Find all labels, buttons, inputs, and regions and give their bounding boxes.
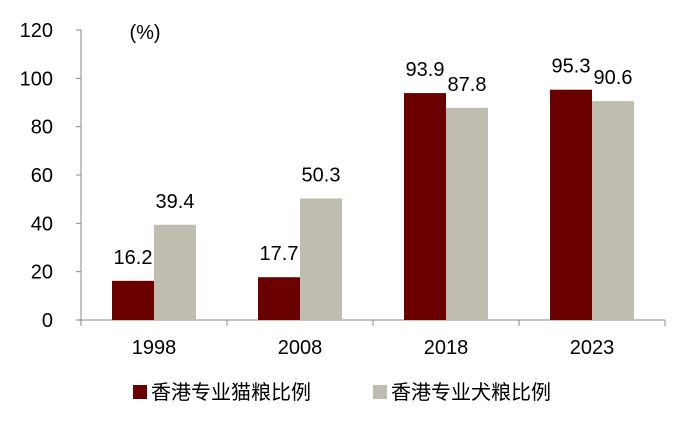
y-tick-label: 0 xyxy=(42,310,53,332)
bar-2023-series-2 xyxy=(592,101,634,320)
x-tick-label: 2008 xyxy=(278,337,323,359)
x-tick-label: 1998 xyxy=(132,337,177,359)
data-label: 39.4 xyxy=(156,191,195,213)
y-tick-label: 120 xyxy=(20,20,53,42)
y-tick-label: 80 xyxy=(31,117,53,139)
data-label: 95.3 xyxy=(552,56,591,78)
x-axis: 1998 2008 2018 2023 xyxy=(80,319,666,359)
x-tick-label: 2018 xyxy=(424,337,469,359)
bar-2023-series-1 xyxy=(550,89,592,320)
y-tick-label: 40 xyxy=(31,213,53,235)
data-label: 17.7 xyxy=(260,243,299,265)
legend-label-1: 香港专业猫粮比例 xyxy=(151,380,311,404)
y-tick-label: 60 xyxy=(31,165,53,187)
bar-2008-series-2 xyxy=(300,198,342,320)
bars xyxy=(112,89,634,320)
x-tick-label: 2023 xyxy=(570,337,615,359)
legend-swatch-1 xyxy=(133,385,147,399)
bar-1998-series-2 xyxy=(154,224,196,320)
legend: 香港专业猫粮比例 香港专业犬粮比例 xyxy=(133,380,551,404)
bar-1998-series-1 xyxy=(112,280,154,320)
data-labels: 16.2 39.4 17.7 50.3 93.987.8 95.390.6 xyxy=(114,56,633,269)
bar-2018-series-1 xyxy=(404,93,446,320)
bar-2018-series-2 xyxy=(446,107,488,320)
legend-swatch-2 xyxy=(373,385,387,399)
data-label: 93.9 xyxy=(406,59,445,81)
y-tick-label: 100 xyxy=(20,68,53,90)
y-tick-label: 20 xyxy=(31,262,53,284)
legend-label-2: 香港专业犬粮比例 xyxy=(391,380,551,404)
data-label: 16.2 xyxy=(114,247,153,269)
unit-label: (%) xyxy=(129,22,160,44)
y-axis: 0 20 40 60 80 100 120 xyxy=(20,20,82,332)
bar-2008-series-1 xyxy=(258,277,300,320)
data-label: 87.8 xyxy=(448,74,487,96)
data-label: 50.3 xyxy=(302,164,341,186)
data-label: 90.6 xyxy=(594,67,633,89)
